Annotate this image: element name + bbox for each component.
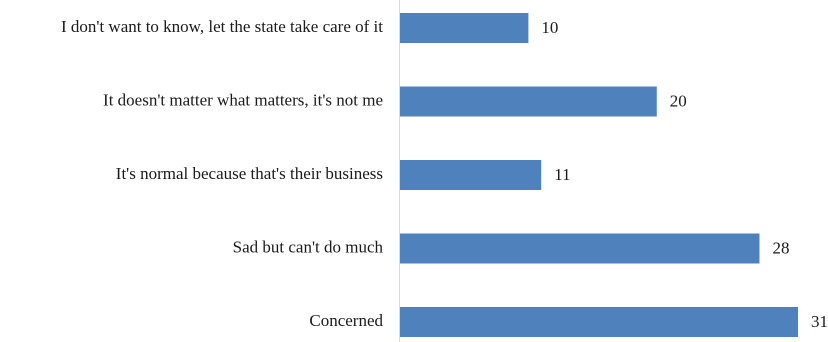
labels-layer: I don't want to know, let the state take… (61, 17, 828, 331)
category-label: Sad but can't do much (233, 237, 384, 256)
data-label: 28 (772, 238, 789, 257)
data-label: 31 (811, 312, 828, 331)
bars-layer (400, 13, 798, 337)
category-label: It doesn't matter what matters, it's not… (103, 90, 383, 109)
bar (400, 233, 760, 264)
bar (400, 13, 529, 43)
data-label: 20 (670, 91, 687, 110)
category-label: Concerned (309, 311, 383, 330)
data-label: 10 (541, 18, 558, 37)
bar (400, 160, 542, 190)
data-label: 11 (554, 165, 570, 184)
category-label: I don't want to know, let the state take… (61, 17, 383, 36)
bar (400, 86, 657, 117)
bar (400, 307, 798, 337)
category-label: It's normal because that's their busines… (116, 164, 383, 183)
